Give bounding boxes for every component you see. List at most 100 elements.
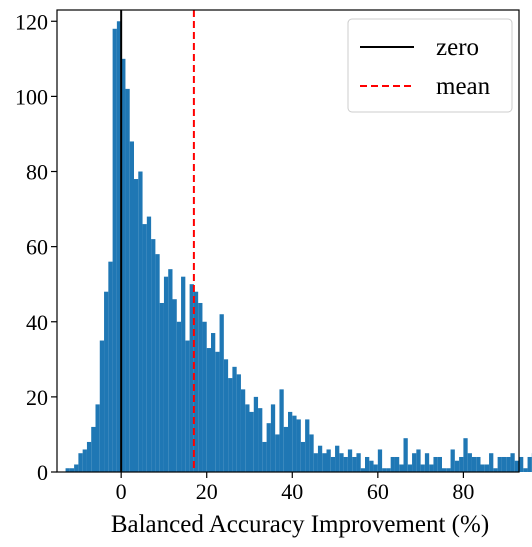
x-tick-label: 60: [367, 479, 389, 504]
histogram-bar: [365, 456, 370, 472]
histogram-bar: [399, 464, 404, 472]
histogram-bar: [168, 269, 173, 472]
histogram-bar: [369, 460, 374, 472]
histogram-bar: [159, 302, 164, 472]
histogram-bar: [283, 426, 288, 472]
histogram-bar: [476, 456, 481, 472]
histogram-bar: [335, 445, 340, 472]
histogram-bar: [288, 411, 293, 472]
y-tick-label: 0: [37, 460, 48, 485]
histogram-bar: [121, 58, 126, 472]
histogram-bar: [454, 460, 460, 472]
histogram-bar: [463, 438, 468, 472]
histogram-bar: [467, 453, 472, 472]
histogram-bar: [82, 449, 87, 472]
reference-lines: [120, 10, 195, 472]
histogram-bar: [228, 378, 233, 472]
histogram-bar: [484, 464, 490, 472]
histogram-bar: [78, 453, 83, 472]
histogram-bar: [249, 411, 254, 472]
histogram-bar: [300, 441, 306, 472]
histogram-bar: [442, 468, 447, 472]
histogram-bar: [172, 299, 177, 472]
histogram-bar: [279, 389, 284, 472]
histogram-bar: [510, 453, 515, 472]
x-tick-label: 0: [116, 479, 127, 504]
histogram-bars: [65, 21, 532, 473]
histogram-bar: [317, 445, 323, 472]
histogram-bar: [189, 284, 194, 472]
y-tick-label: 60: [26, 235, 48, 260]
histogram-bar: [429, 464, 434, 472]
histogram-bar: [65, 468, 70, 472]
histogram-bar: [450, 449, 455, 472]
histogram-bar: [116, 21, 122, 473]
histogram-bar: [142, 224, 147, 472]
legend-label-zero: zero: [436, 34, 479, 61]
histogram-bar: [433, 456, 438, 472]
histogram-bar: [95, 404, 100, 472]
histogram-bar: [506, 456, 511, 472]
histogram-bar: [416, 449, 421, 472]
histogram-bar: [240, 389, 246, 472]
histogram-bar: [181, 276, 186, 472]
histogram-bar: [343, 456, 348, 472]
legend-box: [347, 18, 513, 113]
x-axis-label: Balanced Accuracy Improvement (%): [111, 511, 489, 538]
histogram-bar: [501, 456, 507, 472]
plot-frame: [56, 9, 520, 473]
histogram-bar: [514, 460, 519, 472]
histogram-bar: [527, 456, 532, 472]
histogram-bar: [437, 456, 442, 472]
histogram-bar: [305, 419, 310, 472]
histogram-bar: [129, 141, 134, 472]
histogram-bar: [125, 88, 130, 472]
histogram-bar: [403, 438, 408, 472]
histogram-bar: [523, 468, 528, 472]
histogram-bar: [382, 468, 387, 472]
histogram-bar: [459, 456, 464, 472]
histogram-bar: [206, 348, 211, 472]
histogram-bar: [356, 453, 361, 472]
histogram-bar: [253, 396, 259, 472]
histogram-bar: [296, 419, 301, 472]
histogram-bar: [386, 468, 391, 472]
histogram-bar: [86, 441, 92, 472]
histogram-bar: [519, 456, 524, 472]
histogram-bar: [352, 456, 357, 472]
histogram-bar: [446, 468, 451, 472]
histogram-bar: [91, 426, 96, 472]
histogram-bar: [202, 321, 207, 472]
y-tick-label: 20: [26, 385, 48, 410]
histogram-bar: [322, 453, 327, 472]
histogram-bar: [193, 291, 199, 472]
x-tick-label: 20: [196, 479, 218, 504]
histogram-bar: [420, 464, 425, 472]
histogram-bar: [146, 216, 152, 472]
histogram-bar: [112, 28, 117, 472]
x-axis-ticks: 0 20 40 60 80: [116, 472, 474, 504]
histogram-bar: [480, 464, 485, 472]
histogram-bar: [232, 366, 237, 472]
histogram-bar: [185, 340, 190, 472]
histogram-bar: [104, 291, 109, 472]
histogram-bar: [219, 314, 224, 472]
y-tick-label: 120: [15, 9, 48, 34]
histogram-bar: [390, 456, 395, 472]
histogram-bar: [211, 333, 216, 472]
x-tick-label: 40: [281, 479, 303, 504]
histogram-bar: [412, 453, 417, 472]
histogram-bar: [489, 453, 494, 472]
y-tick-label: 100: [15, 84, 48, 109]
histogram-bar: [347, 449, 353, 472]
histogram-bar: [236, 374, 241, 472]
histogram-bar: [151, 239, 156, 472]
legend: zero mean: [347, 18, 513, 113]
histogram-bar: [266, 423, 271, 472]
histogram-bar: [424, 453, 430, 472]
histogram-bar: [215, 351, 220, 472]
histogram-bar: [497, 456, 502, 472]
x-tick-label: 80: [452, 479, 474, 504]
y-axis-ticks: 0 20 40 60 80 100 120: [15, 9, 57, 485]
